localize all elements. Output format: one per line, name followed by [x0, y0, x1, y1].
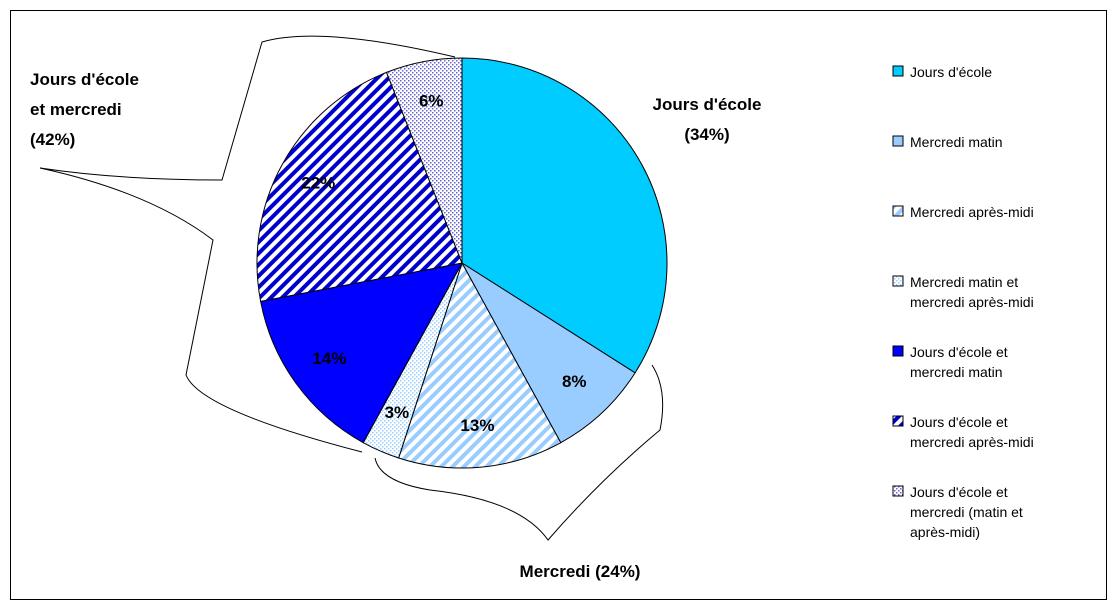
data-label: 6%: [419, 91, 444, 110]
legend-swatch: [892, 205, 904, 217]
annotation: Mercredi (24%): [519, 562, 641, 581]
legend-label: Jours d'école: [910, 64, 993, 80]
slice: [385, 57, 463, 264]
bracket: [39, 35, 456, 453]
bracket: [374, 364, 664, 541]
data-label: 13%: [460, 416, 494, 435]
legend-label: Mercredi matin: [910, 134, 1003, 150]
data-label: 3%: [385, 403, 410, 422]
slice: [256, 71, 463, 302]
slice: [461, 262, 636, 444]
annotation: Jours d'école (34%): [652, 95, 762, 144]
legend-label: Jours d'école et mercredi après-midi: [910, 414, 1034, 450]
legend-label: Jours d'école et mercredi (matin et aprè…: [910, 484, 1023, 540]
legend-swatch: [892, 65, 904, 77]
frame: [10, 10, 1107, 600]
data-label: 8%: [562, 372, 587, 391]
legend-swatch: [892, 135, 904, 147]
legend-label: Mercredi après-midi: [910, 204, 1034, 220]
legend-swatch: [892, 485, 904, 497]
data-label: 22%: [301, 173, 335, 192]
legend-swatch: [892, 345, 904, 357]
slice: [398, 261, 562, 469]
legend-label: Mercredi matin et mercredi après-midi: [910, 274, 1034, 310]
pie: 8% 13% 3% 14% 22% 6%: [256, 57, 668, 469]
slice: [461, 57, 668, 374]
annotation: Jours d'école et mercredi (42%): [30, 70, 139, 149]
legend-label: Jours d'école et mercredi matin: [910, 344, 1008, 380]
legend: [892, 65, 904, 497]
legend-swatch: [892, 275, 904, 287]
data-label: 14%: [312, 349, 346, 368]
legend-swatch: [892, 415, 904, 427]
slice: [260, 262, 463, 444]
